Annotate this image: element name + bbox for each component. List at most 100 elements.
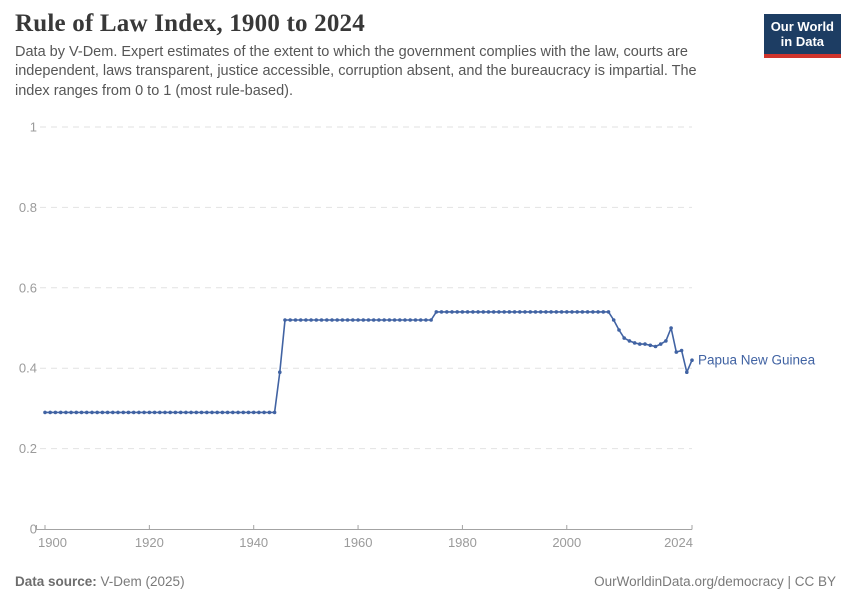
data-point-marker[interactable] (585, 310, 590, 314)
data-point-marker[interactable] (455, 310, 460, 314)
data-point-marker[interactable] (512, 310, 517, 314)
data-point-marker[interactable] (330, 318, 334, 322)
data-point-marker[interactable] (445, 310, 449, 314)
data-point-marker[interactable] (653, 344, 658, 349)
data-point-marker[interactable] (168, 410, 172, 415)
data-point-marker[interactable] (570, 310, 574, 314)
data-point-marker[interactable] (251, 410, 256, 415)
data-point-marker[interactable] (309, 318, 313, 322)
data-point-marker[interactable] (491, 310, 496, 314)
data-point-marker[interactable] (434, 310, 439, 314)
data-point-marker[interactable] (58, 410, 63, 415)
data-point-marker[interactable] (413, 318, 418, 322)
data-point-marker[interactable] (241, 410, 246, 415)
data-point-marker[interactable] (210, 410, 214, 415)
data-point-marker[interactable] (267, 410, 272, 415)
data-point-marker[interactable] (184, 410, 188, 415)
data-point-marker[interactable] (152, 410, 157, 415)
data-point-marker[interactable] (502, 310, 507, 314)
data-point-marker[interactable] (236, 410, 240, 415)
data-point-marker[interactable] (533, 310, 538, 314)
data-point-marker[interactable] (403, 318, 407, 322)
data-point-marker[interactable] (622, 336, 626, 340)
data-point-marker[interactable] (465, 310, 470, 314)
data-point-marker[interactable] (538, 310, 543, 314)
data-point-marker[interactable] (100, 410, 105, 415)
data-point-marker[interactable] (679, 348, 684, 353)
data-point-marker[interactable] (335, 318, 340, 322)
data-point-marker[interactable] (559, 310, 564, 314)
data-point-marker[interactable] (95, 410, 99, 415)
data-point-marker[interactable] (215, 410, 219, 415)
data-point-marker[interactable] (387, 318, 392, 322)
data-point-marker[interactable] (518, 310, 522, 314)
owid-logo[interactable]: Our World in Data (763, 14, 841, 58)
data-point-marker[interactable] (79, 410, 84, 415)
data-point-marker[interactable] (298, 318, 303, 322)
data-point-marker[interactable] (528, 310, 533, 314)
data-point-marker[interactable] (178, 410, 183, 415)
data-point-marker[interactable] (314, 318, 319, 322)
data-point-marker[interactable] (591, 310, 595, 314)
data-point-marker[interactable] (632, 341, 637, 345)
data-point-marker[interactable] (105, 410, 110, 415)
data-point-marker[interactable] (74, 410, 79, 415)
data-point-marker[interactable] (648, 343, 653, 348)
data-point-marker[interactable] (142, 410, 146, 415)
data-point-marker[interactable] (189, 410, 193, 415)
data-point-marker[interactable] (658, 342, 663, 346)
data-point-marker[interactable] (53, 410, 58, 415)
data-point-marker[interactable] (544, 310, 548, 314)
data-point-marker[interactable] (325, 318, 329, 322)
data-point-marker[interactable] (283, 318, 287, 322)
data-point-marker[interactable] (231, 410, 235, 415)
data-point-marker[interactable] (272, 410, 277, 415)
data-point-marker[interactable] (163, 410, 167, 415)
data-point-marker[interactable] (643, 342, 647, 346)
data-point-marker[interactable] (173, 410, 178, 415)
data-point-marker[interactable] (565, 310, 569, 314)
data-point-marker[interactable] (111, 410, 115, 415)
data-point-marker[interactable] (278, 370, 282, 375)
data-point-marker[interactable] (262, 410, 266, 415)
data-point-marker[interactable] (371, 318, 376, 322)
data-point-marker[interactable] (664, 339, 668, 343)
data-point-marker[interactable] (392, 318, 397, 322)
series-line[interactable] (45, 311, 693, 414)
data-point-marker[interactable] (439, 310, 444, 314)
data-point-marker[interactable] (424, 318, 428, 322)
data-point-marker[interactable] (43, 410, 47, 415)
data-point-marker[interactable] (121, 410, 126, 415)
data-point-marker[interactable] (382, 318, 387, 322)
data-point-marker[interactable] (450, 310, 454, 314)
data-point-marker[interactable] (549, 310, 553, 314)
data-point-marker[interactable] (523, 310, 527, 314)
data-point-marker[interactable] (685, 370, 689, 375)
data-point-marker[interactable] (199, 410, 204, 415)
series-label-papua-new-guinea[interactable]: Papua New Guinea (698, 353, 816, 368)
data-point-marker[interactable] (257, 410, 261, 415)
data-point-marker[interactable] (126, 410, 131, 415)
data-point-marker[interactable] (497, 310, 501, 314)
data-point-marker[interactable] (90, 410, 94, 415)
data-point-marker[interactable] (418, 318, 423, 322)
data-point-marker[interactable] (611, 318, 616, 322)
data-point-marker[interactable] (486, 310, 491, 314)
data-point-marker[interactable] (361, 318, 366, 322)
data-point-marker[interactable] (481, 310, 486, 314)
data-point-marker[interactable] (601, 310, 606, 314)
data-point-marker[interactable] (596, 310, 600, 314)
data-point-marker[interactable] (429, 318, 433, 322)
data-point-marker[interactable] (194, 410, 199, 415)
data-point-marker[interactable] (304, 318, 308, 322)
data-point-marker[interactable] (674, 350, 679, 354)
data-point-marker[interactable] (554, 310, 559, 314)
data-point-marker[interactable] (669, 326, 673, 330)
data-point-marker[interactable] (158, 410, 162, 415)
data-point-marker[interactable] (507, 310, 512, 314)
data-point-marker[interactable] (408, 318, 413, 322)
data-point-marker[interactable] (48, 410, 52, 415)
data-point-marker[interactable] (288, 318, 293, 322)
data-point-marker[interactable] (606, 310, 611, 314)
